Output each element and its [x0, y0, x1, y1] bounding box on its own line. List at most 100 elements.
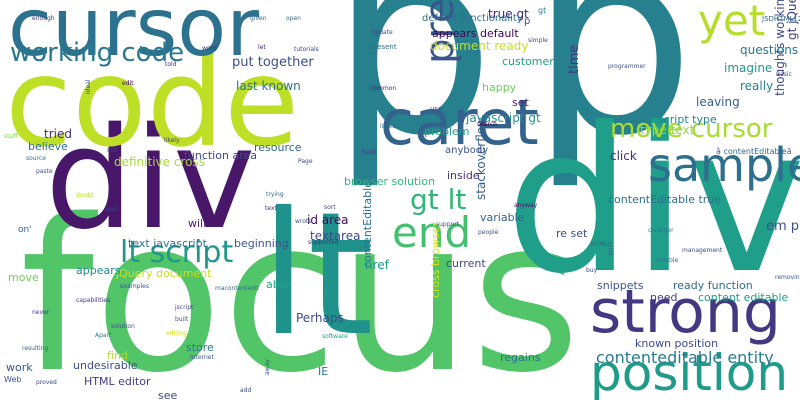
- cloud-word: contentEditable true: [608, 193, 722, 206]
- cloud-word: imagine: [724, 61, 773, 75]
- cloud-word: â contentEditableâ: [716, 147, 792, 156]
- cloud-word: Apart: [95, 332, 112, 339]
- cloud-word: find: [107, 349, 128, 362]
- cloud-word: href: [365, 258, 389, 272]
- cloud-word: resource: [254, 141, 302, 154]
- cloud-word: software: [322, 333, 348, 340]
- cloud-word: script type: [658, 113, 717, 126]
- cloud-word: given: [250, 15, 267, 22]
- cloud-word: search: [477, 121, 497, 128]
- cloud-word: management: [682, 247, 723, 254]
- cloud-word: appears: [76, 264, 121, 277]
- cloud-word: text javascript: [128, 237, 207, 250]
- cloud-word: really: [740, 79, 774, 93]
- cloud-word: doubt: [76, 192, 94, 199]
- cloud-word: believe: [28, 140, 68, 153]
- cloud-word: end: [392, 208, 472, 257]
- cloud-word: anybody: [445, 145, 489, 156]
- cloud-word: need: [650, 291, 678, 304]
- cloud-word: p: [330, 0, 496, 193]
- cloud-word: variable: [480, 211, 525, 224]
- cloud-word: Internet: [190, 354, 214, 361]
- cloud-word: likely: [164, 137, 180, 144]
- cloud-word: HTML editor: [84, 375, 151, 388]
- cloud-word: document ready: [430, 39, 529, 53]
- cloud-word: code: [5, 32, 300, 174]
- cloud-word: yet: [698, 0, 766, 45]
- cloud-word: appears default: [432, 27, 519, 40]
- cloud-word: jscript: [175, 304, 194, 311]
- cloud-word: customer: [502, 55, 554, 68]
- cloud-word: see: [158, 389, 178, 400]
- cloud-word: current: [446, 257, 486, 270]
- cloud-word: trying: [266, 191, 284, 198]
- cloud-word: contenteditable entity: [596, 348, 774, 367]
- cloud-word: tutorials: [294, 46, 319, 53]
- cloud-word: Perhaps: [296, 311, 344, 325]
- cloud-word: Update: [371, 29, 393, 36]
- cloud-word: supported: [308, 239, 339, 246]
- cloud-word: people: [478, 229, 499, 236]
- cloud-word: will: [188, 217, 207, 230]
- cloud-word: told: [165, 61, 177, 68]
- cloud-word: open: [286, 15, 301, 22]
- cloud-word: caret: [380, 86, 539, 159]
- cloud-word: HTML: [591, 241, 608, 248]
- cloud-word: cursor: [8, 0, 260, 74]
- cloud-word: let: [258, 44, 266, 51]
- cloud-word: wrote: [295, 218, 312, 225]
- cloud-word: well: [105, 206, 117, 213]
- cloud-word: ready function: [673, 279, 753, 292]
- cloud-word: div: [505, 85, 800, 318]
- cloud-word: div: [45, 98, 256, 261]
- cloud-word: jQuery document: [116, 267, 212, 280]
- cloud-word: undesirable: [73, 359, 138, 372]
- cloud-word: last known: [236, 79, 301, 93]
- cloud-word: text: [265, 205, 277, 212]
- cloud-word: true gt: [488, 7, 529, 21]
- cloud-word: em p: [766, 219, 800, 234]
- cloud-word: add: [240, 387, 252, 394]
- cloud-word: store: [186, 341, 214, 354]
- cloud-word: work: [6, 361, 33, 374]
- cloud-word: Web: [4, 375, 22, 384]
- cloud-word: present: [370, 43, 397, 51]
- cloud-word: source: [26, 155, 46, 162]
- cloud-word: problem: [424, 125, 470, 138]
- cloud-word: word: [202, 45, 217, 52]
- cloud-word: capabilities: [76, 297, 111, 304]
- cloud-word: edit: [122, 80, 134, 87]
- cloud-word: lt: [260, 176, 374, 374]
- cloud-word: regains: [500, 351, 541, 364]
- cloud-word: enough: [32, 15, 55, 22]
- cloud-word: hard: [362, 149, 376, 156]
- cloud-word: content editable: [698, 291, 789, 304]
- cloud-word: built: [175, 316, 189, 323]
- cloud-word: strong: [590, 277, 781, 347]
- cloud-word: beginning: [234, 237, 289, 250]
- cloud-word: set: [512, 96, 529, 109]
- cloud-word: contentEditable: [361, 181, 374, 268]
- cloud-word: able: [266, 278, 290, 291]
- cloud-word: working code: [10, 38, 185, 68]
- cloud-word: position: [590, 344, 789, 400]
- cloud-word: paste: [36, 168, 53, 175]
- cloud-word: click: [610, 149, 637, 163]
- cloud-word: gt lt: [410, 183, 467, 216]
- cloud-word: support: [436, 221, 460, 228]
- cloud-word: function area: [184, 149, 257, 162]
- cloud-word: textarea: [310, 229, 361, 243]
- cloud-word: never: [32, 309, 50, 316]
- cloud-word: Basic: [776, 71, 792, 78]
- cloud-word: time: [567, 44, 582, 74]
- cloud-word: JSDHTML12: [762, 15, 800, 23]
- cloud-word: proved: [36, 379, 57, 386]
- cloud-word: definitive cross: [114, 155, 205, 169]
- cloud-word: solution: [111, 323, 135, 330]
- cloud-word: put together: [232, 55, 314, 70]
- cloud-word: sort: [324, 204, 336, 211]
- cloud-word: leaving: [696, 95, 740, 109]
- cloud-word: removing: [775, 274, 800, 281]
- cloud-word: buy: [586, 267, 598, 274]
